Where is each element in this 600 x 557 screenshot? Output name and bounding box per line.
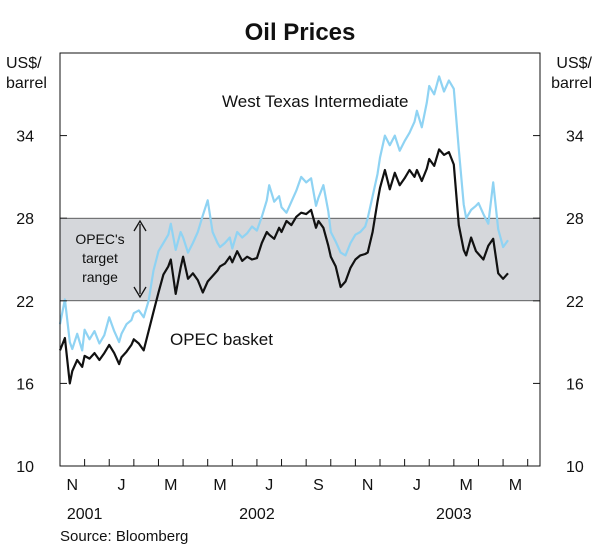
y-tick-label-left-16: 16 [16,376,34,393]
y-tick-label-right-10: 10 [566,459,584,476]
source-note: Source: Bloomberg [60,528,188,545]
band-range-arrow [133,219,147,299]
band-label-line2: target [82,250,118,266]
y-tick-label-right-34: 34 [566,129,584,146]
band-arrow-head-down [133,286,147,299]
x-tick-label-9: M [509,477,522,494]
x-tick-label-8: M [459,477,472,494]
y-axis-label-left-line1: US$/ [6,55,42,72]
y-tick-label-right-16: 16 [566,376,584,393]
y-tick-label-right-28: 28 [566,211,584,228]
y-axis-label-left-line2: barrel [6,75,47,92]
x-tick-label-3: M [213,477,226,494]
x-tick-label-1: J [118,477,126,494]
y-axis-label-right-line2: barrel [551,75,592,92]
plot-frame [59,52,541,467]
y-tick-label-left-22: 22 [16,294,34,311]
band-label-line1: OPEC's [75,231,124,247]
x-tick-label-4: J [265,477,273,494]
x-tick-label-0: N [67,477,79,494]
x-tick-label-6: N [362,477,374,494]
x-tick-label-7: J [413,477,421,494]
opec-target-range-band [60,218,540,301]
year-label-2001: 2001 [67,506,103,523]
x-tick-label-2: M [164,477,177,494]
wti-series-label: West Texas Intermediate [222,92,408,111]
x-tick-label-5: S [313,477,324,494]
year-label-2002: 2002 [239,506,275,523]
year-label-2003: 2003 [436,506,472,523]
y-tick-label-left-34: 34 [16,129,34,146]
y-tick-label-left-28: 28 [16,211,34,228]
band-label-line3: range [82,269,118,285]
y-tick-label-right-22: 22 [566,294,584,311]
y-tick-label-left-10: 10 [16,459,34,476]
series-line-wti [58,75,509,352]
series-line-opec-basket [58,148,509,385]
y-axis-label-right-line1: US$/ [556,55,592,72]
chart-title: Oil Prices [245,19,356,46]
opec-series-label: OPEC basket [170,330,273,349]
band-arrow-head-up [133,219,147,232]
